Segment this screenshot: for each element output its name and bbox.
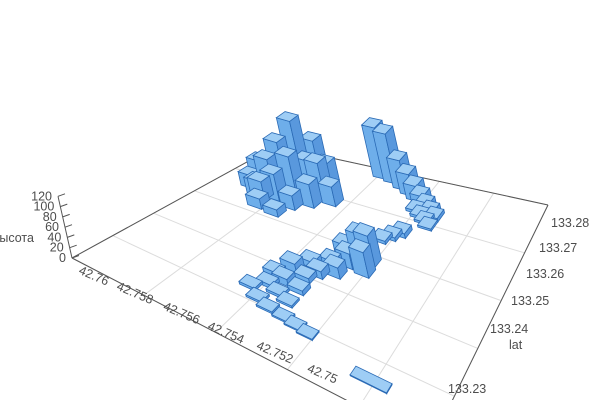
svg-text:133.23: 133.23 bbox=[448, 382, 486, 396]
svg-text:lat: lat bbox=[509, 338, 523, 352]
svg-text:133.27: 133.27 bbox=[539, 241, 577, 255]
svg-text:120: 120 bbox=[31, 189, 52, 203]
svg-text:133.26: 133.26 bbox=[526, 267, 564, 281]
svg-text:Высота: Высота bbox=[0, 231, 34, 245]
svg-text:133.25: 133.25 bbox=[511, 294, 549, 308]
svg-text:133.24: 133.24 bbox=[490, 322, 528, 336]
svg-text:133.28: 133.28 bbox=[551, 216, 589, 230]
